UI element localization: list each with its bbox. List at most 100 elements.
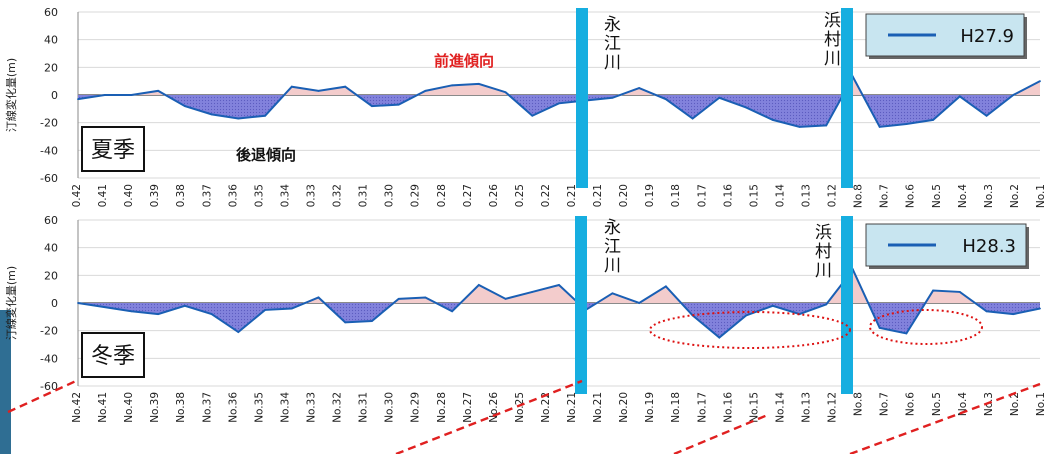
x-tick-label: 0.34 (279, 184, 291, 208)
x-tick-label: 0.40 (123, 184, 135, 207)
dashed-guide-line (673, 412, 771, 454)
x-tick-label: 0.41 (97, 184, 109, 207)
season-label: 冬季 (91, 344, 135, 369)
x-tick-label: No.41 (97, 392, 109, 423)
data-point (237, 331, 240, 333)
x-tick-label: No.28 (436, 392, 448, 423)
river-label-hamamura: 川 (824, 49, 841, 69)
data-point (397, 103, 400, 106)
legend-label: H27.9 (960, 26, 1014, 47)
x-tick-label: 0.26 (488, 184, 500, 208)
x-tick-label: No.1 (1035, 392, 1047, 416)
data-point (77, 98, 79, 101)
data-point (290, 85, 293, 88)
x-tick-label: 0.12 (827, 184, 839, 207)
data-point (1039, 80, 1041, 83)
x-tick-label: 0.32 (332, 184, 344, 207)
data-point (371, 105, 373, 107)
data-point (77, 302, 79, 304)
x-tick-label: 0.35 (253, 184, 265, 207)
x-tick-label: No.26 (488, 392, 500, 423)
y-tick-label: -40 (40, 144, 58, 157)
data-point (985, 310, 988, 313)
data-point (371, 320, 373, 322)
data-point (477, 83, 480, 85)
data-point (718, 336, 721, 339)
x-tick-label: 0.28 (436, 184, 448, 207)
x-tick-label: 0.36 (227, 184, 239, 208)
data-point (344, 85, 347, 88)
data-point (317, 296, 320, 299)
data-point (424, 89, 427, 92)
x-tick-label: 0.29 (410, 184, 422, 207)
x-tick-label: No.32 (332, 392, 344, 423)
data-point (130, 310, 133, 313)
data-point (664, 98, 667, 101)
x-tick-label: No.2 (1009, 184, 1021, 208)
x-tick-label: 0.18 (670, 184, 682, 207)
data-point (878, 327, 881, 329)
x-tick-label: 0.21 (566, 184, 578, 207)
data-point (932, 119, 935, 121)
page-edge-bar (0, 310, 11, 454)
x-tick-label: No.20 (618, 392, 630, 423)
x-tick-label: No.5 (931, 184, 943, 208)
x-tick-label: 0.16 (722, 184, 734, 208)
x-tick-label: 0.22 (540, 184, 552, 207)
x-tick-label: No.31 (358, 392, 370, 423)
x-tick-label: 0.21 (592, 184, 604, 207)
x-tick-label: 0.13 (801, 184, 813, 207)
data-point (558, 102, 560, 105)
dashed-guide-line (849, 382, 1041, 454)
x-tick-label: 0.14 (774, 184, 786, 208)
y-tick-label: 40 (44, 34, 58, 47)
data-point (103, 94, 106, 96)
data-point (317, 89, 320, 92)
data-point (985, 114, 988, 117)
x-tick-label: No.22 (540, 392, 552, 423)
negative-area (78, 95, 1040, 127)
x-tick-label: No.2 (1009, 392, 1021, 416)
dashed-guide-line (395, 379, 583, 454)
river-label-nagae: 永 (604, 218, 621, 238)
y-tick-label: -40 (40, 352, 58, 365)
river-label-hamamura: 浜 (824, 11, 841, 31)
x-tick-label: No.15 (748, 392, 760, 423)
chart-panel-1: -60 -40 -20 0 20 40 60 汀線変化量(m) 0.42 0.41 0.40 0.39… (4, 6, 1047, 208)
legend-label: H28.3 (962, 236, 1016, 257)
data-point (878, 125, 881, 128)
x-tick-label: No.7 (879, 184, 891, 208)
x-tick-label: No.21 (592, 392, 604, 423)
season-label: 夏季 (91, 138, 135, 163)
advance-annotation: 前進傾向 (434, 52, 494, 70)
season-box (81, 126, 145, 172)
highlight-ellipse (649, 311, 851, 349)
data-point (825, 303, 828, 306)
data-point (611, 292, 614, 295)
river-label-nagae: 江 (604, 237, 621, 257)
x-tick-label: 0.30 (384, 184, 396, 207)
x-tick-label: 0.37 (201, 184, 213, 207)
x-tick-label: No.12 (827, 392, 839, 423)
x-tick-label: 0.31 (358, 184, 370, 207)
x-tick-label: No.25 (514, 392, 526, 423)
data-point (611, 96, 614, 99)
data-point (397, 297, 400, 300)
x-tick-label: 0.33 (305, 184, 317, 207)
x-tick-label: No.1 (1035, 184, 1047, 208)
x-tick-label: No.27 (462, 392, 474, 423)
river-label-nagae: 永 (604, 15, 621, 35)
data-point (451, 84, 454, 87)
river-band (841, 216, 853, 394)
y-tick-label: 40 (44, 242, 58, 255)
data-point (210, 113, 213, 116)
x-tick-label: No.7 (879, 392, 891, 416)
x-tick-label: No.8 (853, 184, 865, 208)
y-tick-label: 0 (51, 89, 58, 102)
data-point (664, 285, 667, 288)
data-point (130, 94, 133, 96)
river-label-hamamura: 村 (815, 242, 832, 262)
data-point (638, 302, 641, 304)
x-tick-label: 0.42 (71, 184, 83, 207)
y-tick-label: 0 (51, 297, 58, 310)
